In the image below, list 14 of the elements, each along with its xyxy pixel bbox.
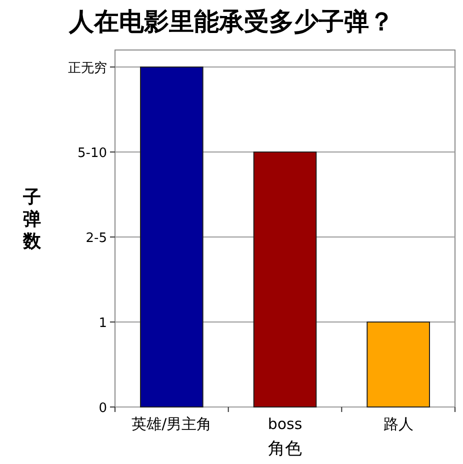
bar [366, 322, 430, 408]
x-tick-label: 英雄/男主角 [132, 415, 212, 433]
chart-title: 人在电影里能承受多少子弹？ [68, 7, 394, 36]
y-tick-label: 2-5 [86, 231, 107, 246]
bar [253, 152, 317, 408]
y-tick-label: 正无穷 [68, 61, 107, 76]
y-tick-label: 1 [98, 316, 107, 331]
y-tick-label: 0 [98, 401, 107, 416]
x-axis-title: 角色 [268, 439, 302, 459]
y-tick-label: 5-10 [77, 146, 107, 161]
bar [140, 66, 204, 408]
y-axis-title: 子弹数 [22, 187, 42, 252]
x-tick-label: 路人 [383, 415, 414, 433]
x-tick-label: boss [268, 415, 302, 433]
